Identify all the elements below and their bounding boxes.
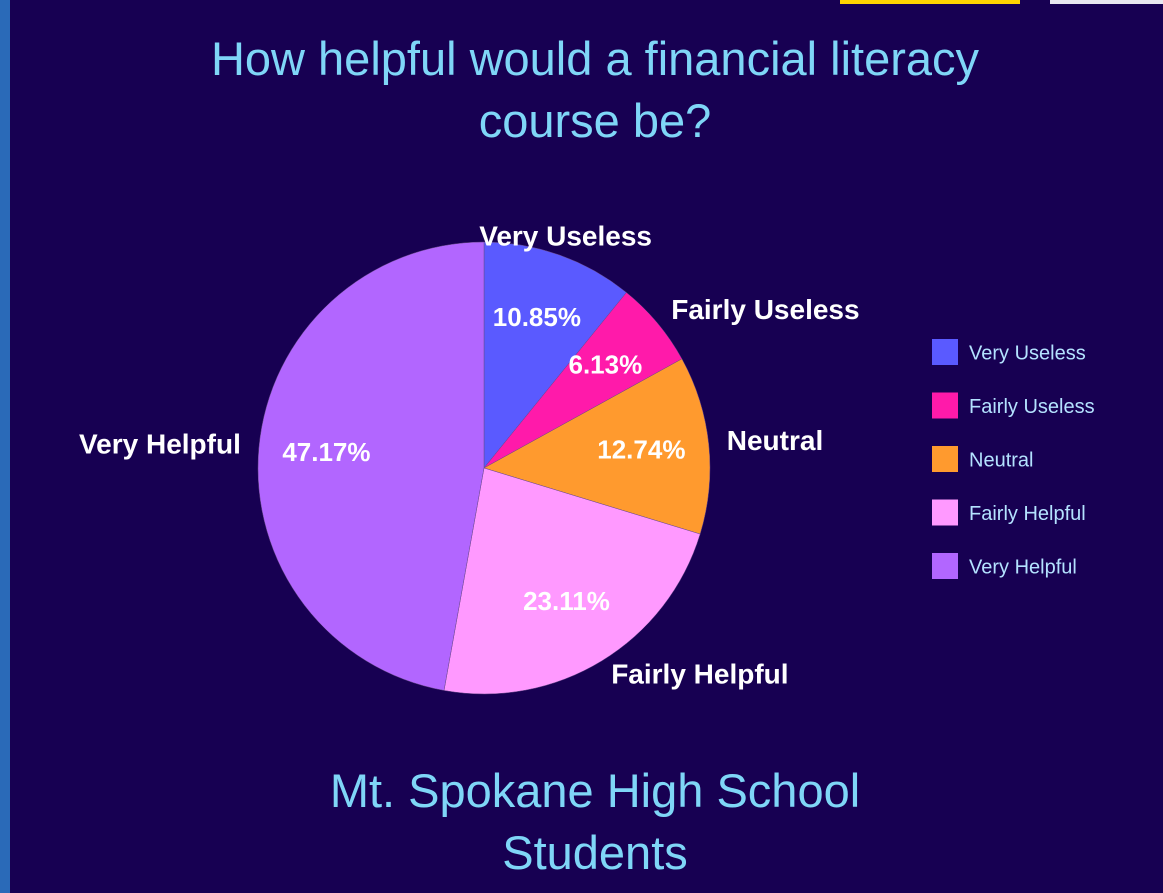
data-label: 10.85% xyxy=(493,302,581,332)
pie-slice xyxy=(483,358,711,535)
legend-swatch xyxy=(932,553,958,579)
chart: 10.85% Very Useless 6.13% Fairly Useless 12.… xyxy=(79,0,1163,695)
legend-swatch xyxy=(932,392,958,419)
data-label: 12.74% xyxy=(597,435,685,465)
pie-slice xyxy=(483,241,627,469)
legend-label: Fairly Useless xyxy=(969,396,1095,418)
pie-slice xyxy=(443,467,701,695)
chart-title: How helpful would a financial literacy c… xyxy=(210,32,980,147)
legend-label: Very Helpful xyxy=(969,556,1077,578)
legend-swatch xyxy=(932,446,958,472)
slice-label: Very Helpful xyxy=(79,429,241,460)
legend-label: Very Useless xyxy=(969,342,1086,364)
legend-label: Neutral xyxy=(969,449,1033,471)
slice-label: Fairly Useless xyxy=(671,294,859,325)
slice-label: Very Useless xyxy=(479,220,652,251)
top-bar xyxy=(840,0,1020,4)
data-label: 6.13% xyxy=(568,349,642,379)
legend-label: Fairly Helpful xyxy=(969,503,1086,525)
top-bar xyxy=(1050,0,1163,4)
slice-label: Fairly Helpful xyxy=(611,659,788,690)
data-label: 47.17% xyxy=(282,437,370,467)
data-label: 23.11% xyxy=(523,586,610,616)
chart-subtitle: Mt. Spokane High School Students xyxy=(329,764,861,879)
legend-swatch xyxy=(932,339,958,365)
legend-swatch xyxy=(932,499,958,526)
slice-label: Neutral xyxy=(727,425,823,456)
pie-slice xyxy=(257,241,485,691)
